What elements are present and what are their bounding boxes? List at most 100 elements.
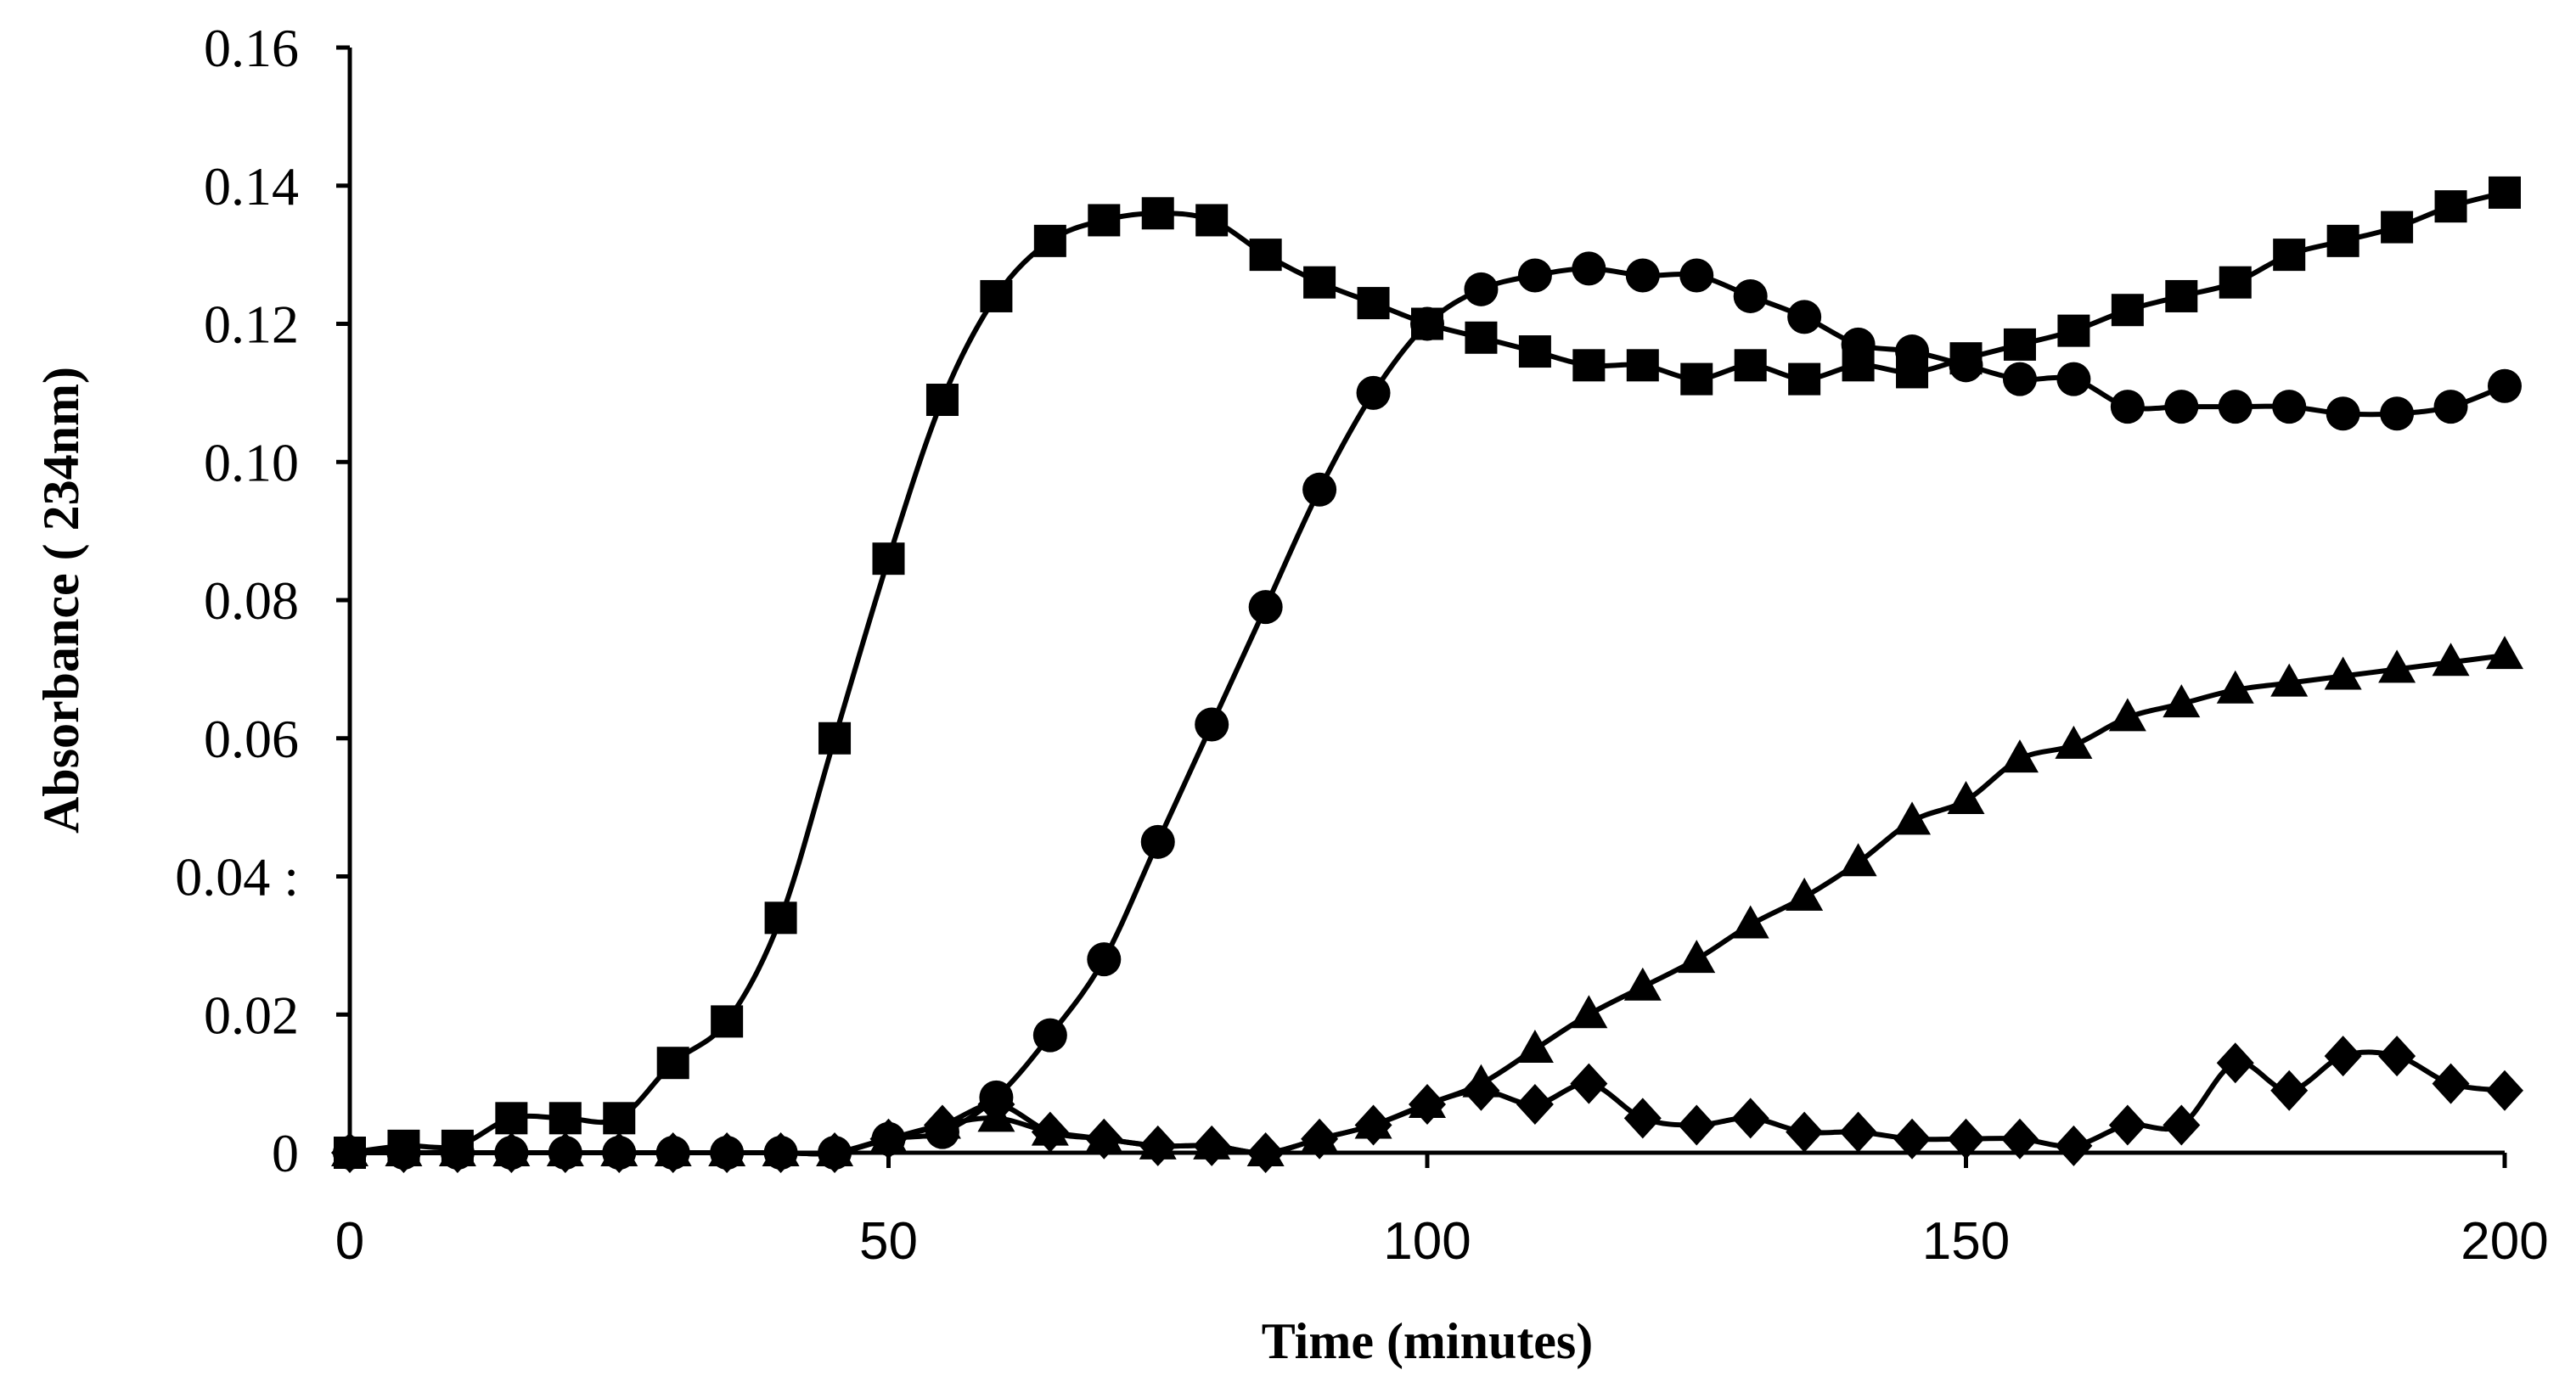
data-point-circle <box>1248 590 1283 625</box>
x-tick-label: 100 <box>1383 1212 1471 1271</box>
data-point-diamond <box>546 1132 584 1173</box>
data-point-square <box>1033 224 1066 257</box>
data-point-circle <box>1087 942 1122 977</box>
data-point-square <box>1303 266 1336 299</box>
data-point-square <box>2057 314 2090 347</box>
data-point-diamond <box>1193 1125 1231 1166</box>
data-point-square <box>872 542 905 576</box>
series-layer <box>331 176 2523 1173</box>
x-axis-title: Time (minutes) <box>1262 1313 1594 1369</box>
data-point-diamond <box>1786 1111 1824 1153</box>
data-point-triangle <box>1731 905 1769 939</box>
data-point-square <box>2003 328 2036 361</box>
data-point-diamond <box>2486 1070 2523 1111</box>
data-point-diamond <box>1409 1084 1446 1126</box>
data-point-square <box>818 722 852 755</box>
data-point-triangle <box>1839 843 1877 877</box>
data-point-diamond <box>1085 1118 1123 1160</box>
data-point-circle <box>2002 362 2037 396</box>
data-point-diamond <box>1893 1118 1932 1160</box>
data-point-triangle <box>1947 780 1985 814</box>
data-point-square <box>2381 211 2414 244</box>
data-point-square <box>2273 239 2306 272</box>
data-point-square <box>1141 197 1174 230</box>
data-point-triangle <box>1893 801 1932 835</box>
data-point-circle <box>2218 390 2253 424</box>
data-point-diamond <box>2163 1104 2201 1146</box>
data-point-triangle <box>2432 643 2470 677</box>
data-point-diamond <box>762 1132 800 1173</box>
axes <box>347 48 2505 1155</box>
data-point-circle <box>1572 251 1606 286</box>
data-point-diamond <box>2055 1125 2093 1166</box>
data-point-diamond <box>2270 1070 2309 1111</box>
data-point-triangle <box>2486 636 2523 670</box>
data-point-diamond <box>385 1132 423 1173</box>
data-point-circle <box>1356 375 1391 410</box>
data-point-square <box>1195 204 1229 237</box>
data-point-triangle <box>2378 649 2416 683</box>
data-point-square <box>1680 362 1713 396</box>
data-point-triangle <box>2163 684 2201 718</box>
data-point-triangle <box>1623 967 1662 1001</box>
data-point-diamond <box>1354 1104 1392 1146</box>
data-point-circle <box>2110 390 2145 424</box>
data-point-diamond <box>1301 1118 1339 1160</box>
data-point-square <box>1734 349 1767 382</box>
data-point-circle <box>1841 327 1876 362</box>
data-point-triangle <box>2324 656 2362 690</box>
series-diamond <box>331 1036 2523 1173</box>
data-point-circle <box>1949 348 1983 383</box>
data-point-circle <box>1302 472 1337 507</box>
data-point-circle <box>2272 390 2307 424</box>
data-point-square <box>1465 321 1498 354</box>
data-point-triangle <box>2270 663 2309 697</box>
data-point-square <box>1357 287 1390 320</box>
data-point-triangle <box>1570 995 1608 1029</box>
data-point-diamond <box>2324 1036 2362 1077</box>
data-point-diamond <box>977 1084 1015 1126</box>
data-point-circle <box>1787 300 1822 334</box>
data-point-circle <box>1195 707 1229 742</box>
x-tick-label: 150 <box>1922 1212 2010 1271</box>
data-point-square <box>548 1102 582 1135</box>
y-tick-label: 0.08 <box>204 570 299 631</box>
data-point-square <box>1788 362 1821 396</box>
data-point-circle <box>2380 396 2415 431</box>
data-point-circle <box>2488 368 2522 403</box>
data-point-square <box>2434 190 2467 223</box>
data-point-circle <box>2056 362 2091 396</box>
data-point-circle <box>1895 334 1930 369</box>
data-point-square <box>495 1102 528 1135</box>
data-point-circle <box>1032 1018 1067 1053</box>
data-point-square <box>1249 239 1282 272</box>
ticks: 0 0.02 0.04 : 0.06 0.08 0.10 0.12 0.14 0.16 0 50 10… <box>175 18 2549 1271</box>
data-point-diamond <box>1623 1098 1662 1139</box>
data-point-square <box>925 384 959 417</box>
data-point-square <box>2326 224 2359 257</box>
data-point-circle <box>2164 390 2199 424</box>
data-point-diamond <box>1678 1104 1716 1146</box>
data-point-triangle <box>2000 739 2039 773</box>
data-point-triangle <box>1516 1029 1554 1063</box>
y-tick-label: 0.04 : <box>175 847 299 907</box>
data-point-diamond <box>708 1132 746 1173</box>
data-point-diamond <box>331 1132 368 1173</box>
data-point-triangle <box>2216 670 2254 704</box>
data-point-circle <box>1410 306 1444 341</box>
data-point-diamond <box>1570 1063 1608 1104</box>
data-point-diamond <box>1462 1070 1500 1111</box>
data-point-triangle <box>2055 725 2093 759</box>
data-point-square <box>2111 294 2144 327</box>
data-point-diamond <box>438 1132 476 1173</box>
data-point-square <box>980 279 1013 312</box>
data-point-square <box>711 1005 744 1038</box>
data-point-diamond <box>923 1104 961 1146</box>
y-axis-title: Absorbance ( 234nm) <box>33 367 89 834</box>
data-point-square <box>764 901 797 935</box>
data-point-square <box>2489 176 2521 209</box>
y-tick-label: 0.10 <box>204 432 299 492</box>
data-point-triangle <box>1678 940 1716 974</box>
data-point-circle <box>1464 272 1499 306</box>
